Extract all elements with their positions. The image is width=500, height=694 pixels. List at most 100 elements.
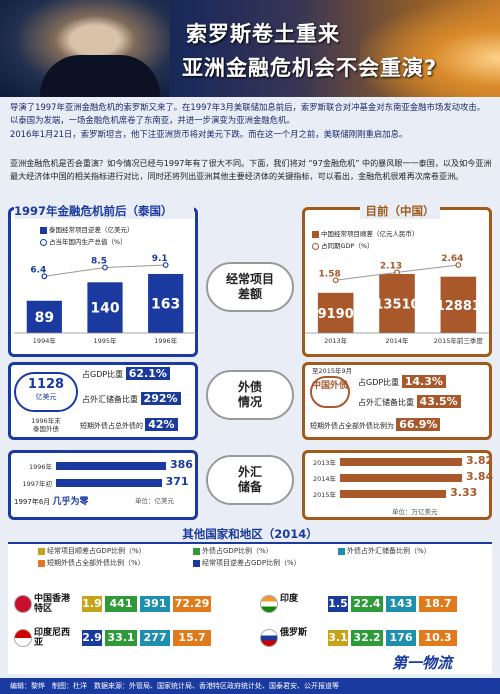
fx-value: 371 bbox=[165, 475, 189, 488]
fx-row: 2014年 3.84 bbox=[306, 470, 493, 484]
line-point-label: 2.64 bbox=[441, 254, 463, 264]
thailand-fx-note: 1997年6月 几乎为零 bbox=[14, 494, 89, 507]
fx-row: 2013年 3.82 bbox=[306, 454, 493, 468]
bar bbox=[317, 292, 354, 333]
thailand-heading: 1997年金融危机前后（泰国） bbox=[14, 203, 194, 219]
line-point-label: 6.4 bbox=[30, 265, 46, 275]
metric-cell: 10.3 bbox=[419, 630, 457, 646]
legend-text: 中国经常项目顺差（亿元人民币） bbox=[321, 230, 419, 238]
footer-bar bbox=[0, 678, 500, 694]
label-external-debt: 外债情况 bbox=[206, 370, 294, 420]
legend-text: 外债占GDP比例（%） bbox=[202, 547, 273, 555]
note-text: 1997年6月 bbox=[14, 498, 51, 506]
bar-value-label: 12881 bbox=[436, 299, 481, 314]
legend-text: 泰国经常项目逆差（亿美元） bbox=[49, 226, 134, 234]
label-current-account: 经常项目差额 bbox=[206, 262, 294, 312]
china-fx-bars: 2013年 3.82 2014年 3.84 2015年 3.33 bbox=[306, 454, 493, 504]
line-point-label: 1.58 bbox=[319, 269, 341, 279]
legend-swatch bbox=[312, 242, 319, 250]
fx-value: 386 bbox=[170, 458, 193, 471]
thailand-fx-panel bbox=[8, 450, 198, 520]
thailand-bar-chart: 89 1994年 140 1995年 163 1996年 6.4 8.5 9.1 bbox=[14, 254, 196, 345]
intro-text: 导演了1997年亚洲金融危机的索罗斯又来了。在1997年3月美联储加息前后，索罗… bbox=[10, 101, 492, 143]
page-title-line1: 索罗斯卷土重来 bbox=[186, 22, 340, 46]
metric-cell: 33.1 bbox=[105, 630, 137, 646]
thailand-debt-badge: 1128 亿美元 bbox=[14, 372, 78, 412]
metric-cell: 277 bbox=[140, 630, 170, 646]
china-heading: 目前（中国） bbox=[360, 203, 440, 219]
flag-icon bbox=[14, 629, 32, 647]
country-name: 印度尼西亚 bbox=[34, 628, 71, 648]
bar-value-label: 9190 bbox=[318, 307, 354, 322]
debt-unit: 亿美元 bbox=[35, 393, 57, 401]
fx-bar bbox=[56, 462, 166, 470]
others-heading: 其他国家和地区（2014） bbox=[182, 527, 318, 541]
legend-swatch bbox=[193, 547, 200, 555]
line-point bbox=[162, 262, 169, 268]
legend-item: 外债占GDP比例（%） bbox=[193, 546, 273, 557]
thailand-debt-note: 1996年末 泰国外债 bbox=[18, 417, 74, 433]
line-point-label: 2.13 bbox=[380, 261, 402, 271]
flag-icon bbox=[14, 595, 32, 613]
legend-swatch bbox=[38, 559, 45, 567]
country-name: 中国香港特区 bbox=[34, 594, 71, 614]
page-title-line2: 亚洲金融危机会不会重演? bbox=[182, 56, 438, 80]
legend-swatch bbox=[40, 238, 47, 246]
label-text: 外汇储备 bbox=[237, 465, 262, 494]
metric-value: 42% bbox=[145, 418, 178, 431]
legend-item: 外债占外汇储备比例（%） bbox=[338, 546, 431, 557]
fx-value: 3.82 bbox=[466, 454, 494, 467]
thailand-debt-short: 短期外债占总外债的 42% bbox=[80, 417, 178, 434]
china-debt-gdp: 占GDP比重 14.3% bbox=[358, 374, 446, 391]
metric-cell: 2.9 bbox=[82, 630, 102, 646]
x-tick-label: 1995年 bbox=[93, 336, 117, 345]
metric-cell: 1.9 bbox=[82, 596, 102, 612]
intro-paragraph: 2016年1月21日，索罗斯坦言，他下注亚洲货币将对美元下跌。而在这一个月之前，… bbox=[10, 129, 408, 140]
fx-row-label: 1997年初 bbox=[22, 480, 52, 488]
china-legend-bar: 中国经常项目顺差（亿元人民币） bbox=[312, 228, 419, 238]
fx-row: 1996年 386 bbox=[14, 458, 193, 472]
portrait-suit bbox=[40, 55, 160, 97]
china-debt-badge: 中国外债 bbox=[310, 376, 350, 408]
metric-label: 占GDP比重 bbox=[82, 370, 124, 379]
x-tick-label: 2014年 bbox=[385, 336, 409, 345]
metric-cell: 22.4 bbox=[351, 596, 383, 612]
fx-row-label: 2015年 bbox=[312, 491, 336, 499]
fx-row-label: 2014年 bbox=[312, 475, 336, 483]
legend-swatch bbox=[312, 230, 319, 238]
metric-cell: 3.1 bbox=[328, 630, 348, 646]
metric-label: 短期外债占总外债的 bbox=[80, 422, 143, 430]
bar bbox=[87, 282, 123, 333]
fx-value: 3.84 bbox=[466, 470, 494, 483]
fx-row: 2015年 3.33 bbox=[306, 486, 488, 500]
bar bbox=[26, 300, 62, 333]
bar-value-label: 140 bbox=[90, 301, 119, 317]
logo: 第一物流 bbox=[392, 654, 453, 672]
others-grid: 中国香港特区 1.9 441 391 72.29 印度 1.5 22.4 143 18.7 印度尼西… bbox=[14, 594, 492, 672]
flag-icon bbox=[260, 595, 278, 613]
bar-value-label: 163 bbox=[151, 296, 180, 312]
fx-row-label: 1996年 bbox=[28, 463, 52, 471]
country-name: 印度 bbox=[280, 594, 299, 604]
metric-cell: 143 bbox=[386, 596, 416, 612]
metric-value: 292% bbox=[140, 392, 181, 405]
line-point bbox=[41, 273, 48, 280]
metric-value: 14.3% bbox=[401, 375, 446, 388]
label-text: 经常项目差额 bbox=[225, 272, 274, 301]
line-point bbox=[332, 277, 339, 284]
legend-item: 经常项目顺差占GDP比例（%） bbox=[38, 546, 146, 557]
china-debt-fx: 占外汇储备比重 43.5% bbox=[358, 394, 461, 411]
header-banner: 索罗斯卷土重来 亚洲金融危机会不会重演? bbox=[0, 0, 500, 97]
legend-swatch bbox=[40, 226, 47, 234]
line-point-label: 9.1 bbox=[152, 254, 168, 264]
metric-cell: 72.29 bbox=[173, 596, 211, 612]
country-name: 俄罗斯 bbox=[280, 628, 308, 638]
bar-value-label: 89 bbox=[35, 310, 54, 326]
thailand-debt-fx: 占外汇储备比重 292% bbox=[82, 391, 181, 408]
legend-text: 短期外债占全部外债比例（%） bbox=[47, 559, 145, 567]
intro-paragraph: 导演了1997年亚洲金融危机的索罗斯又来了。在1997年3月美联储加息前后，索罗… bbox=[10, 102, 486, 126]
note-bold: 几乎为零 bbox=[52, 497, 89, 507]
line-point bbox=[455, 262, 462, 268]
metric-label: 短期外债占全部外债比例为 bbox=[310, 422, 394, 430]
fx-bar bbox=[340, 490, 447, 498]
